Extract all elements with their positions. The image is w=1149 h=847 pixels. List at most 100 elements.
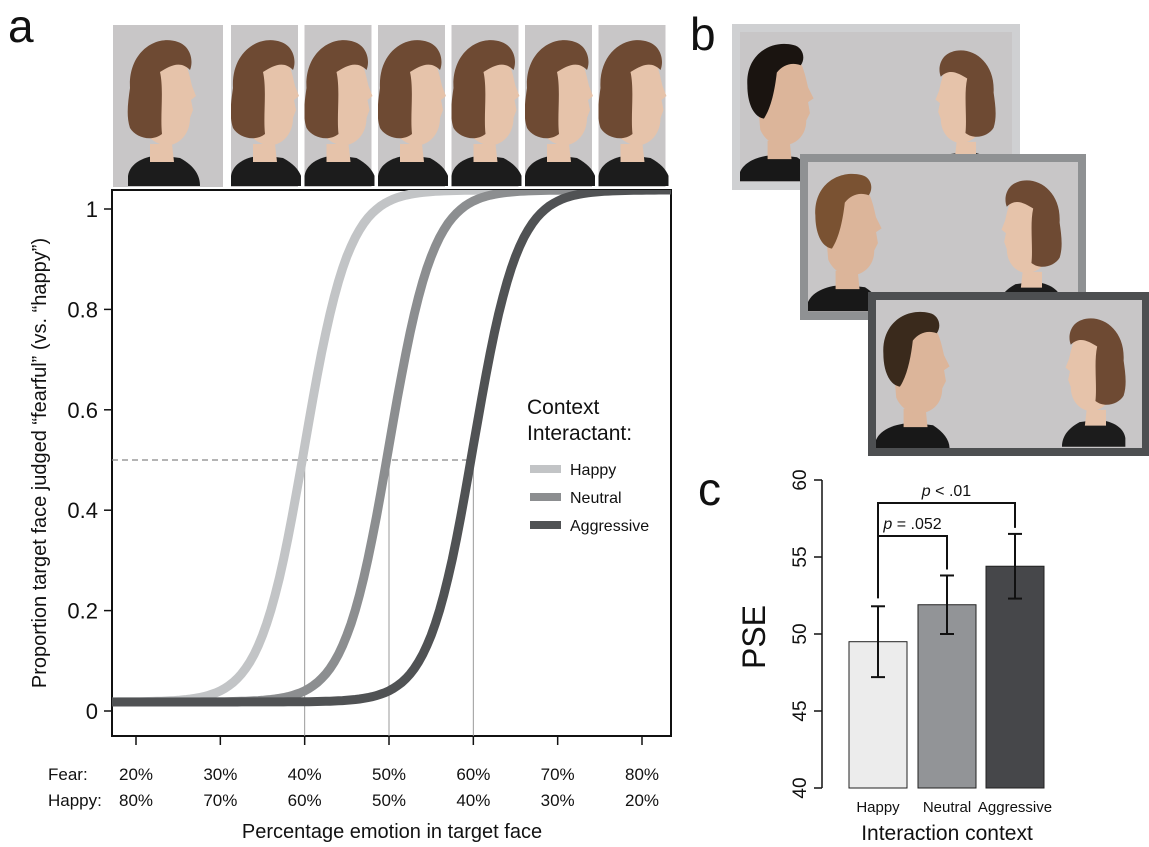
x-tick-label: 40%: [288, 765, 322, 784]
x-tick-label: 30%: [203, 765, 237, 784]
shirt-shape: [876, 423, 950, 448]
c-category-label: Neutral: [923, 799, 971, 816]
curve-aggressive: [112, 190, 671, 707]
x-tick-label: 50%: [372, 765, 406, 784]
y-tick-label: 0.6: [67, 398, 98, 423]
x-tick-label: 60%: [288, 791, 322, 810]
x-tick-label: 50%: [372, 791, 406, 810]
significance-label: p < .01: [921, 483, 971, 500]
neck-shape: [150, 144, 174, 162]
face-photo: [598, 25, 669, 187]
hair-shape: [815, 173, 872, 249]
significance-bracket: [877, 535, 948, 599]
neck-shape: [620, 144, 645, 162]
panel-letter-c: c: [698, 463, 721, 515]
interaction-photo-2: [800, 154, 1086, 320]
c-category-label: Happy: [856, 799, 900, 816]
shirt-shape: [378, 155, 448, 186]
face-photo: [378, 25, 448, 187]
x-tick-label: 20%: [119, 765, 153, 784]
c-y-axis-label: PSE: [736, 605, 772, 669]
photo-content: [740, 43, 996, 182]
x-tick-label: 70%: [541, 765, 575, 784]
psychometric-chart: 0 0.2 0.4 0.6 0.8 1 Fear: 20% 30% 40% 50% 60% 70% 80…: [29, 189, 672, 843]
woman-profile-facing-left: [998, 180, 1062, 309]
legend-title: Context: [527, 396, 600, 419]
shirt-shape: [808, 285, 882, 312]
face-photo: [304, 25, 375, 187]
woman-profile: [304, 40, 375, 186]
c-y-tick-label: 55: [790, 546, 811, 567]
shirt-shape: [128, 155, 200, 186]
woman-profile: [378, 40, 448, 186]
legend-item-neutral: Neutral: [570, 490, 622, 507]
woman-profile: [1062, 318, 1126, 447]
x-axis-ticks: Fear: 20% 30% 40% 50% 60% 70% 80% Happy: 80% 70% 60…: [48, 736, 659, 810]
face-photo: [525, 25, 595, 187]
woman-profile: [451, 40, 522, 186]
significance-label: p = .052: [882, 516, 941, 533]
photo-content: [808, 173, 1062, 312]
hair-shape: [598, 40, 662, 139]
interaction-photos: [732, 24, 1149, 456]
x-tick-label: 80%: [625, 765, 659, 784]
p-italic: p: [921, 483, 931, 500]
y-tick-label: 0.8: [67, 297, 98, 322]
woman-profile: [127, 40, 200, 186]
hair-shape: [939, 50, 996, 137]
y-tick-label: 0: [86, 699, 98, 724]
shirt-shape: [1062, 420, 1126, 447]
man-profile: [876, 311, 950, 448]
plot-frame: [111, 189, 672, 737]
panel-letter-a: a: [8, 0, 34, 52]
x-axis-label: Percentage emotion in target face: [242, 821, 542, 843]
face-photo-clip: [451, 40, 522, 186]
target-face-strip: [113, 25, 669, 187]
neck-shape: [326, 144, 351, 162]
x-tick-label: 40%: [456, 791, 490, 810]
p-italic: p: [882, 516, 892, 533]
p-value: = .052: [892, 516, 941, 533]
face-photo-clip: [304, 40, 375, 186]
legend-item-happy: Happy: [570, 462, 616, 479]
c-x-axis-label: Interaction context: [861, 822, 1033, 845]
shirt-shape: [598, 155, 669, 186]
legend-title: Interactant:: [527, 422, 632, 445]
face-photo-clip: [598, 40, 669, 186]
legend: Context Interactant: Happy Neutral Aggressiv…: [527, 396, 649, 535]
bar-neutral: [917, 604, 977, 789]
neck-shape: [253, 144, 277, 162]
x-tick-label: 80%: [119, 791, 153, 810]
x-tick-label: 30%: [541, 791, 575, 810]
hair-shape: [304, 40, 368, 139]
woman-profile: [598, 40, 669, 186]
y-tick-label: 1: [86, 197, 98, 222]
c-y-axis: 40 45 50 55 60: [790, 469, 823, 799]
woman-profile: [231, 40, 301, 186]
hair-shape: [451, 40, 515, 139]
significance-bracket: [877, 502, 1016, 599]
c-bars: Happy Neutral Aggressive: [848, 532, 1052, 816]
curves: [112, 190, 671, 707]
p-value: < .01: [931, 483, 972, 500]
hair-shape: [747, 43, 804, 119]
c-category-label: Aggressive: [978, 799, 1052, 816]
photo-content: [876, 311, 1126, 448]
pse-bar-chart: 40 45 50 55 60 Happy Neutral Aggressive p = .0…: [736, 469, 1052, 845]
neck-shape: [400, 144, 424, 162]
shirt-shape: [304, 155, 375, 186]
woman-profile: [998, 180, 1062, 309]
c-y-tick-label: 50: [790, 623, 811, 644]
hair-shape: [231, 40, 295, 139]
y-axis-label: Proportion target face judged “fearful” …: [29, 238, 51, 688]
x-tick-label: 70%: [203, 791, 237, 810]
woman-profile-facing-left: [1062, 318, 1126, 447]
x-tick-label: 20%: [625, 791, 659, 810]
c-y-tick-label: 40: [790, 777, 811, 798]
x-tick-row-label: Fear:: [48, 765, 88, 784]
y-axis-ticks: 0 0.2 0.4 0.6 0.8 1: [67, 197, 112, 724]
hair-shape: [127, 40, 192, 139]
y-tick-label: 0.2: [67, 599, 98, 624]
